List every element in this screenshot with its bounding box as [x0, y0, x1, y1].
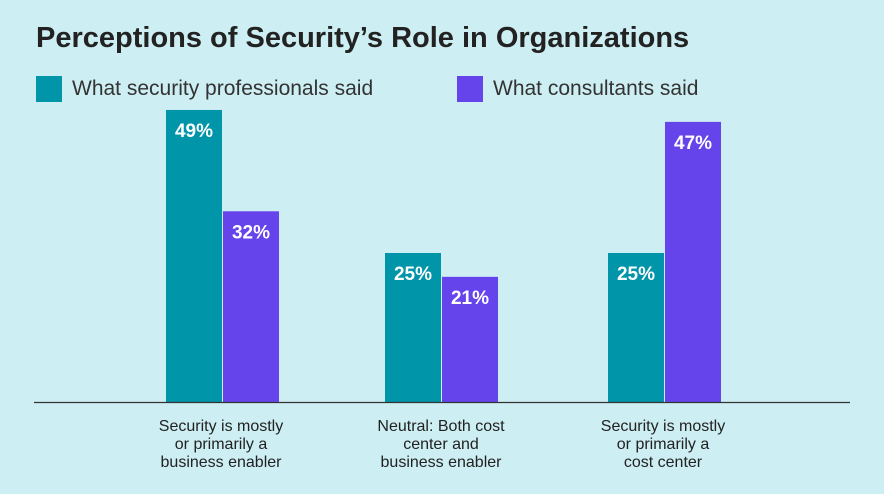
legend-label-consultants: What consultants said	[493, 77, 699, 100]
data-label-series1-cat0: 32%	[232, 222, 270, 243]
data-label-series1-cat2: 47%	[674, 133, 712, 154]
x-tick-label-enabler: Security is mostly or primarily a busine…	[131, 418, 311, 472]
x-tick-label-line: center and	[403, 436, 479, 453]
data-label-series0-cat1: 25%	[394, 264, 432, 285]
x-tick-label-line: cost center	[623, 454, 703, 471]
legend-label-professionals: What security professionals said	[72, 77, 374, 100]
x-tick-label-line: business enabler	[380, 454, 502, 471]
chart-title: Perceptions of Security’s Role in Organi…	[36, 22, 690, 54]
x-tick-label-line: business enabler	[160, 454, 282, 471]
bar-series0-cat1	[385, 253, 441, 402]
x-tick-label-line: or primarily a	[174, 436, 268, 453]
bar-series1-cat1	[442, 276, 498, 402]
x-tick-label-line: or primarily a	[616, 436, 710, 453]
bar-series1-cat2	[665, 121, 721, 402]
data-label-series1-cat1: 21%	[451, 288, 489, 309]
x-tick-label-neutral: Neutral: Both cost center and business e…	[351, 418, 531, 472]
bar-series1-cat0	[223, 211, 279, 402]
bar-series0-cat0	[166, 109, 222, 403]
x-tick-label-line: Security is mostly	[158, 418, 284, 435]
legend-item-professionals: What security professionals said	[36, 76, 373, 102]
legend-swatch-consultants	[457, 76, 483, 102]
x-tick-label-cost-center: Security is mostly or primarily a cost c…	[573, 418, 753, 472]
legend: What security professionals said What co…	[36, 76, 836, 106]
data-label-series0-cat0: 49%	[175, 121, 213, 142]
bar-series0-cat2	[608, 253, 664, 402]
x-tick-label-line: Neutral: Both cost	[377, 418, 505, 435]
data-label-series0-cat2: 25%	[617, 264, 655, 285]
legend-item-consultants: What consultants said	[457, 76, 698, 102]
x-tick-label-line: Security is mostly	[600, 418, 726, 435]
legend-swatch-professionals	[36, 76, 62, 102]
